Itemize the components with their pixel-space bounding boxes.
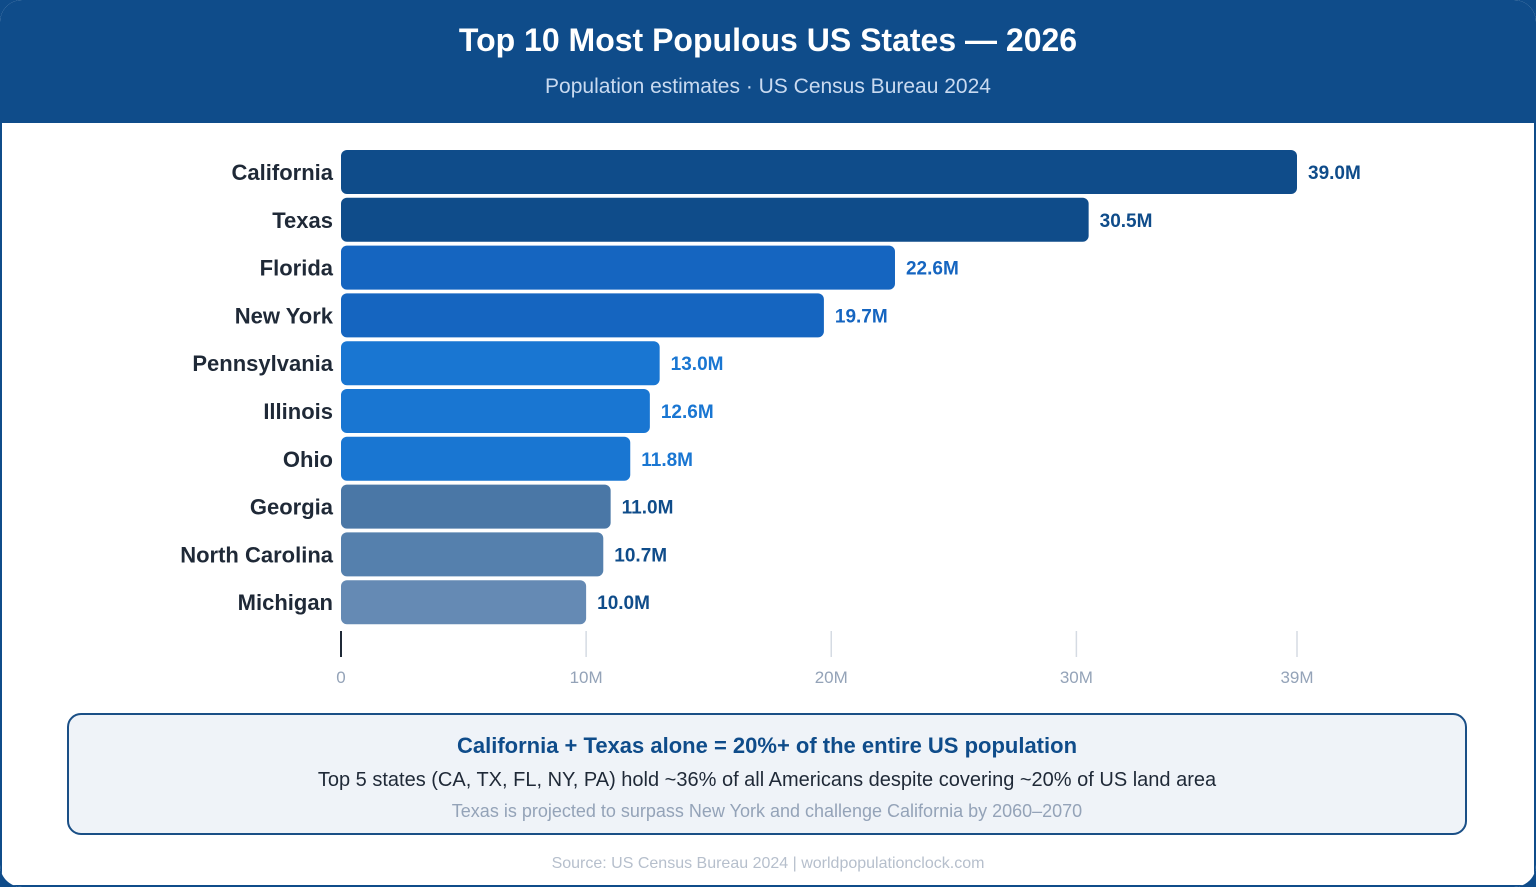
category-label: Texas — [272, 208, 333, 233]
category-label: Georgia — [250, 495, 334, 520]
callout-body: Top 5 states (CA, TX, FL, NY, PA) hold ~… — [317, 769, 1217, 791]
x-tick-label: 10M — [570, 668, 603, 687]
value-label: 39.0M — [1308, 163, 1361, 184]
value-label: 12.6M — [661, 402, 714, 423]
bar-michigan — [341, 580, 587, 625]
x-tick-label: 39M — [1280, 668, 1313, 687]
bar-new-york — [341, 293, 824, 338]
chart-header: Top 10 Most Populous US States — 2026 Po… — [0, 0, 1536, 123]
category-label: California — [232, 160, 334, 185]
bar-north-carolina — [341, 532, 604, 577]
bar-ohio — [341, 436, 631, 481]
category-label: Illinois — [263, 399, 333, 424]
frame-border-bottom — [0, 885, 1536, 887]
category-label: New York — [235, 303, 334, 328]
category-label: Pennsylvania — [192, 351, 333, 376]
value-label: 10.7M — [614, 545, 667, 566]
category-label: Michigan — [238, 590, 333, 615]
chart-subtitle: Population estimates · US Census Bureau … — [545, 75, 991, 98]
value-label: 22.6M — [906, 259, 959, 280]
category-label: Florida — [260, 256, 334, 281]
callout-note: Texas is projected to surpass New York a… — [451, 801, 1083, 821]
value-label: 19.7M — [835, 306, 888, 327]
frame-border-left — [0, 123, 2, 887]
bar-illinois — [341, 389, 650, 433]
bar-texas — [341, 197, 1089, 242]
x-tick-label: 20M — [815, 668, 848, 687]
bar-california — [341, 150, 1297, 194]
x-tick-label: 30M — [1060, 668, 1093, 687]
bar-pennsylvania — [341, 341, 660, 386]
bar-georgia — [341, 484, 611, 529]
bar-chart: 0 10M 20M 30M 39M California 39.0M Texas 30.5M Fl… — [180, 150, 1361, 687]
x-tick-label: 0 — [336, 668, 345, 687]
value-label: 13.0M — [671, 354, 724, 375]
value-label: 30.5M — [1100, 211, 1153, 232]
chart-title: Top 10 Most Populous US States — 2026 — [458, 22, 1078, 58]
frame-border-right — [1534, 123, 1536, 887]
callout-title: California + Texas alone = 20%+ of the e… — [456, 733, 1078, 758]
value-label: 10.0M — [597, 593, 650, 614]
value-label: 11.0M — [622, 498, 674, 519]
insight-callout: California + Texas alone = 20%+ of the e… — [67, 713, 1467, 835]
category-label: North Carolina — [180, 542, 334, 567]
source-footer: Source: US Census Bureau 2024 | worldpop… — [551, 855, 985, 872]
category-label: Ohio — [283, 447, 333, 472]
value-label: 11.8M — [641, 450, 693, 471]
bar-florida — [341, 245, 895, 290]
